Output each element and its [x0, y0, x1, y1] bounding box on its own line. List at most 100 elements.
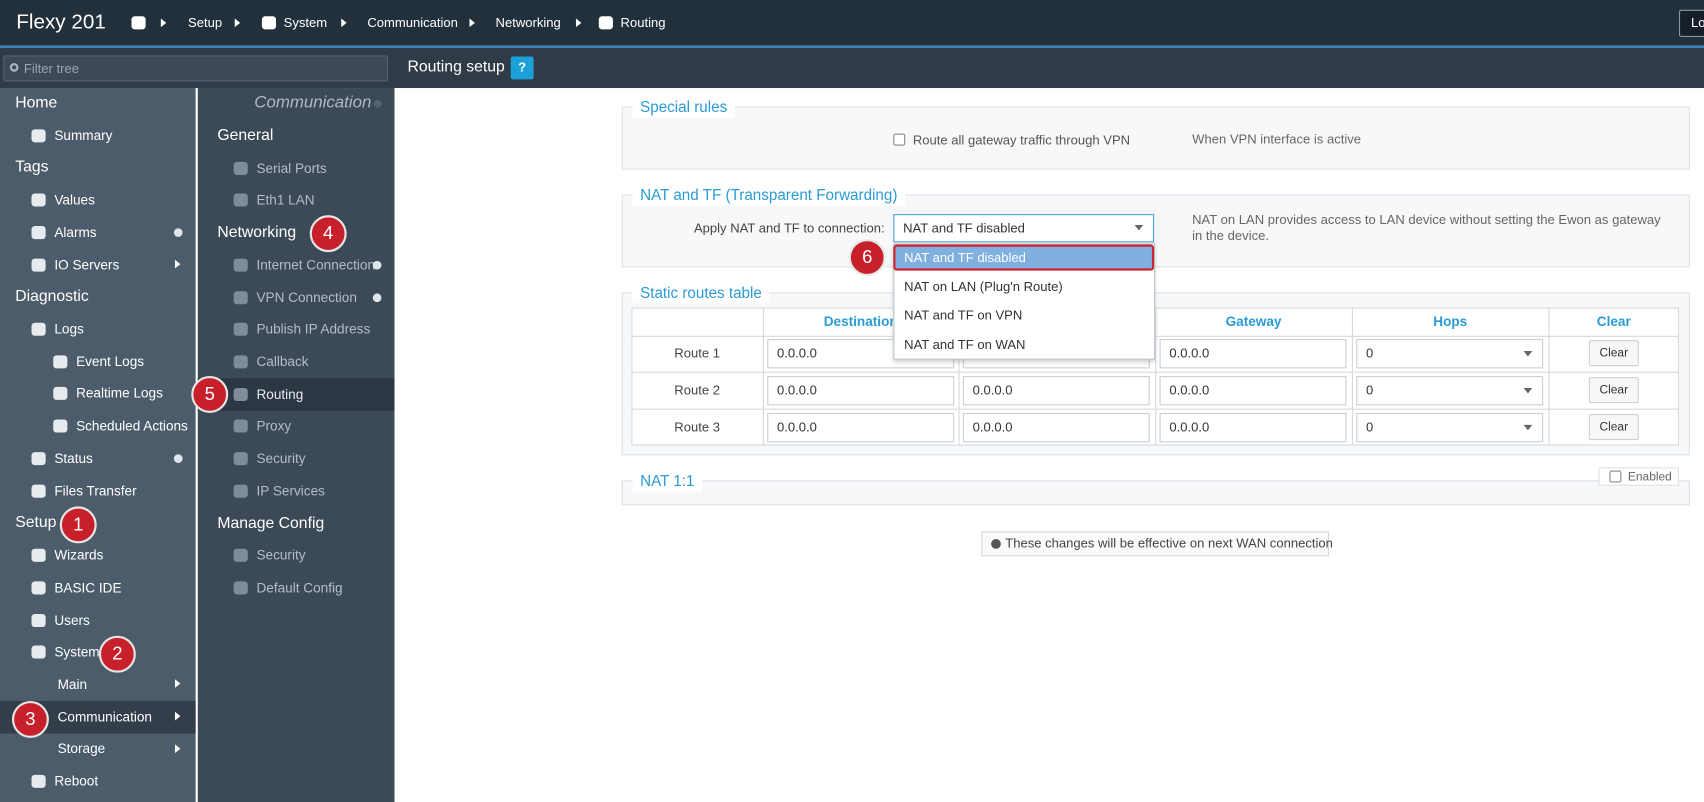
tree-item[interactable]: Logs [54, 321, 84, 337]
text-input[interactable]: 0.0.0.0 [1159, 339, 1347, 369]
icon [31, 258, 46, 272]
checkbox[interactable] [1609, 470, 1622, 483]
icon [53, 419, 68, 433]
info-icon [991, 539, 1001, 549]
subtree-item[interactable]: Security [256, 451, 306, 467]
tree-item[interactable]: Storage [57, 741, 106, 757]
row-label: Route 3 [674, 419, 720, 435]
note: When VPN interface is active [1192, 131, 1362, 147]
text-input[interactable]: 0.0.0.0 [962, 412, 1150, 443]
icon [31, 581, 46, 595]
text-input[interactable]: 0.0.0.0 [767, 412, 955, 443]
icon [233, 161, 248, 175]
top-bar-line [0, 45, 1704, 48]
annotation-badge: 6 [848, 239, 886, 277]
icon [233, 290, 248, 304]
row-label: Route 2 [674, 382, 720, 398]
icon [233, 419, 248, 434]
subtree-item[interactable]: Security [256, 548, 306, 564]
icon [233, 258, 248, 272]
breadcrumb-item[interactable]: Communication [367, 15, 458, 31]
select[interactable]: 0 [1356, 412, 1544, 443]
tree-section-title[interactable]: Setup [15, 514, 57, 532]
subtree-item[interactable]: Proxy [256, 418, 292, 435]
tree-item[interactable]: Files Transfer [54, 483, 137, 499]
select[interactable]: 0 [1356, 376, 1544, 406]
icon [31, 193, 46, 207]
tree-section-title[interactable]: Tags [15, 159, 49, 177]
tree-item[interactable]: Main [57, 676, 88, 693]
icon [598, 16, 613, 30]
breadcrumb-item[interactable]: Setup [188, 15, 223, 31]
select-caret [1134, 224, 1144, 231]
subtree-item[interactable]: Default Config [256, 580, 343, 596]
table-col-line [1351, 307, 1353, 446]
breadcrumb-item[interactable]: Routing [620, 15, 666, 31]
text-input[interactable]: 0.0.0.0 [1159, 412, 1347, 443]
tree-item[interactable]: Users [54, 612, 90, 628]
chevron [174, 711, 181, 721]
table-row-line [631, 335, 1679, 337]
breadcrumb-item[interactable]: Networking [495, 15, 561, 31]
tree-item[interactable]: Scheduled Actions [76, 418, 188, 434]
dropdown-option[interactable]: NAT and TF disabled [904, 249, 1026, 266]
tree-item[interactable]: Summary [54, 127, 113, 144]
annotation-badge: 3 [11, 700, 49, 738]
icon [233, 581, 248, 595]
subtree-group-title[interactable]: General [217, 127, 274, 145]
dropdown-option[interactable]: NAT and TF on WAN [904, 336, 1026, 352]
clear-button[interactable]: Clear [1588, 377, 1639, 404]
tree-section-title[interactable]: Diagnostic [15, 288, 89, 306]
breadcrumb-item[interactable]: System [283, 15, 328, 31]
select[interactable]: NAT and TF disabled [893, 214, 1155, 243]
chevron [174, 259, 181, 269]
brand: Flexy 201 [16, 10, 106, 34]
tree-item[interactable]: Values [54, 192, 95, 208]
logout-button[interactable]: Lo [1678, 9, 1704, 37]
tree-item[interactable]: IO Servers [54, 257, 120, 273]
annotation-badge: 2 [98, 635, 136, 673]
dropdown-option[interactable]: NAT on LAN (Plug'n Route) [904, 278, 1063, 294]
chevron [575, 17, 582, 27]
subtree-item[interactable]: Eth1 LAN [256, 192, 315, 209]
checkbox[interactable] [893, 133, 906, 146]
subtree-item[interactable]: VPN Connection [256, 289, 357, 305]
tree-item[interactable]: Alarms [54, 224, 97, 241]
search-icon [9, 63, 19, 72]
chevron [160, 17, 167, 27]
tree-item[interactable]: Event Logs [76, 354, 145, 370]
subtree-group-title[interactable]: Networking [217, 224, 297, 242]
subtree-item[interactable]: Publish IP Address [256, 322, 371, 338]
tree-item[interactable]: System [54, 644, 100, 660]
text-input[interactable]: 0.0.0.0 [1159, 376, 1347, 406]
annotation-badge: 5 [191, 376, 229, 413]
help-button[interactable]: ? [510, 56, 534, 80]
filter-input[interactable]: Filter tree [3, 55, 388, 82]
select-caret [1523, 351, 1533, 357]
tree-item[interactable]: Status [54, 450, 93, 467]
annotation-badge: 4 [309, 215, 347, 253]
tree-item[interactable]: Wizards [54, 547, 104, 564]
tree-item[interactable]: Reboot [54, 773, 99, 790]
column-header: Destination [823, 314, 898, 330]
info-note: These changes will be effective on next … [981, 531, 1333, 557]
tree-item[interactable]: BASIC IDE [54, 580, 122, 596]
select[interactable]: 0 [1356, 339, 1544, 369]
subtree-item[interactable]: Internet Connection [256, 257, 376, 273]
subtree-item[interactable]: Callback [256, 354, 309, 370]
icon [31, 548, 46, 562]
text-input[interactable]: 0.0.0.0 [962, 376, 1150, 406]
clear-button[interactable]: Clear [1588, 414, 1639, 441]
tree-item[interactable]: Communication [57, 709, 152, 725]
tree-item[interactable]: Realtime Logs [76, 386, 163, 402]
plus-indicator [173, 454, 183, 463]
subtree-item[interactable]: IP Services [256, 483, 325, 499]
subtree-item[interactable]: Routing [256, 386, 304, 402]
subtree-group-title[interactable]: Manage Config [217, 514, 325, 533]
clear-button[interactable]: Clear [1588, 340, 1639, 367]
dropdown-option[interactable]: NAT and TF on VPN [904, 307, 1023, 323]
text-input[interactable]: 0.0.0.0 [767, 376, 955, 406]
checkbox-label: Enabled [1627, 470, 1672, 484]
tree-section-title[interactable]: Home [15, 94, 58, 112]
subtree-item[interactable]: Serial Ports [256, 160, 327, 176]
